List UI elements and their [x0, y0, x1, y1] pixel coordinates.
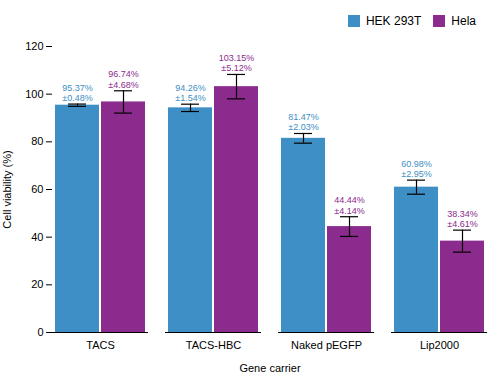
svg-text:20: 20 — [31, 278, 43, 290]
svg-text:94.26%±1.54%: 94.26%±1.54% — [175, 83, 206, 103]
svg-text:60.98%±2.95%: 60.98%±2.95% — [401, 159, 432, 179]
svg-text:38.34%±4.61%: 38.34%±4.61% — [447, 209, 478, 229]
svg-text:103.15%±5.12%: 103.15%±5.12% — [219, 53, 255, 73]
svg-text:TACS-HBC: TACS-HBC — [186, 339, 241, 351]
svg-text:44.44%±4.14%: 44.44%±4.14% — [334, 195, 365, 215]
svg-text:Lip2000: Lip2000 — [420, 339, 459, 351]
svg-text:0: 0 — [37, 326, 43, 338]
svg-text:95.37%±0.48%: 95.37%±0.48% — [62, 83, 93, 103]
svg-text:96.74%±4.68%: 96.74%±4.68% — [108, 69, 139, 89]
svg-text:100: 100 — [25, 88, 43, 100]
svg-text:120: 120 — [25, 40, 43, 52]
svg-text:81.47%±2.03%: 81.47%±2.03% — [288, 112, 319, 132]
svg-text:Cell viability (%): Cell viability (%) — [1, 150, 13, 228]
html-text:HEK 293T: HEK 293T — [366, 13, 422, 28]
svg-text:40: 40 — [31, 231, 43, 243]
svg-text:Gene carrier: Gene carrier — [239, 362, 300, 374]
svg-text:60: 60 — [31, 183, 43, 195]
html-text:Hela: Hela — [451, 13, 476, 28]
svg-text:80: 80 — [31, 135, 43, 147]
svg-text:Naked pEGFP: Naked pEGFP — [291, 339, 362, 351]
svg-text:TACS: TACS — [86, 339, 115, 351]
